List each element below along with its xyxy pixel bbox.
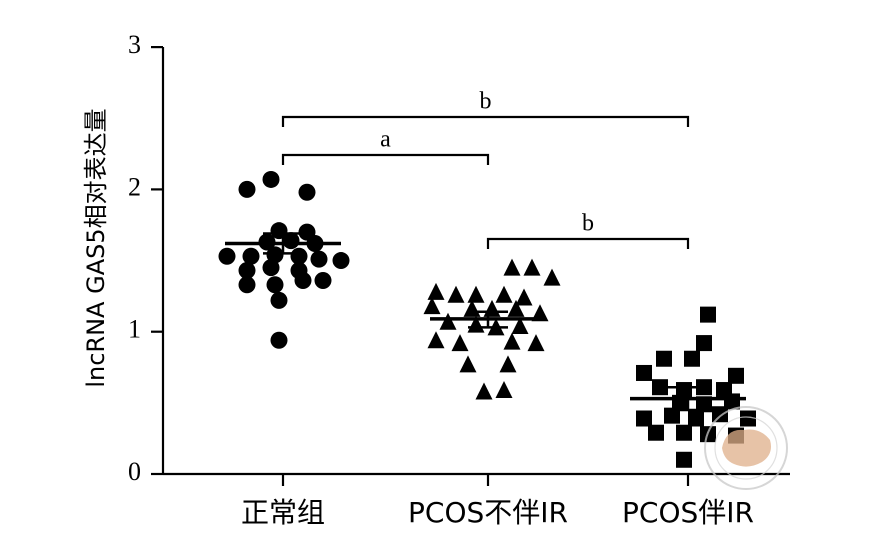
- data-point-triangle: [451, 334, 469, 352]
- data-point-circle: [238, 262, 256, 280]
- data-point-triangle: [495, 285, 513, 303]
- significance-brackets: a b b: [281, 89, 690, 249]
- x-tick-label: PCOS伴IR: [622, 496, 754, 529]
- data-point-circle: [218, 247, 236, 265]
- y-tick-label: 0: [128, 457, 141, 486]
- data-point-triangle: [543, 268, 561, 286]
- data-point-triangle: [503, 332, 521, 350]
- data-point-triangle: [495, 381, 513, 399]
- data-point-square: [676, 451, 692, 468]
- data-point-square: [656, 350, 672, 367]
- significance-bracket: [281, 115, 690, 127]
- data-point-triangle: [439, 312, 457, 330]
- data-point-triangle: [447, 285, 465, 303]
- data-point-triangle: [427, 282, 445, 300]
- data-point-square: [636, 410, 652, 427]
- x-tick-label: 正常组: [241, 496, 325, 529]
- data-point-square: [664, 407, 680, 424]
- data-point-triangle: [467, 285, 485, 303]
- data-point-triangle: [531, 304, 549, 322]
- data-point-triangle: [475, 382, 493, 400]
- data-point-circle: [290, 247, 308, 265]
- data-point-circle: [266, 246, 284, 264]
- data-point-circle: [242, 247, 260, 265]
- data-point-circle: [238, 276, 256, 294]
- data-point-triangle: [499, 355, 517, 373]
- data-point-circle: [262, 259, 280, 277]
- significance-bracket: [486, 237, 690, 249]
- data-point-circle: [270, 291, 288, 309]
- y-ticks: 0 1 2 3: [128, 30, 163, 486]
- data-point-square: [728, 367, 744, 384]
- significance-label: a: [380, 127, 391, 153]
- data-point-triangle: [427, 331, 445, 349]
- data-point-triangle: [423, 297, 441, 315]
- data-point-square: [712, 406, 728, 423]
- data-point-square: [700, 306, 716, 323]
- data-point-square: [676, 424, 692, 441]
- data-point-triangle: [515, 288, 533, 306]
- data-point-square: [740, 410, 756, 427]
- x-tick-label: PCOS不伴IR: [408, 496, 568, 529]
- data-point-square: [688, 410, 704, 427]
- data-point-circle: [314, 271, 332, 289]
- data-point-circle: [332, 252, 350, 270]
- data-point-triangle: [527, 334, 545, 352]
- data-point-square: [652, 379, 668, 396]
- data-point-triangle: [511, 317, 529, 335]
- data-point-circle: [310, 250, 328, 268]
- data-point-square: [648, 424, 664, 441]
- data-point-triangle: [507, 299, 525, 317]
- y-tick-label: 1: [128, 315, 141, 344]
- data-point-triangle: [459, 355, 477, 373]
- data-point-square: [636, 364, 652, 381]
- data-point-circle: [262, 170, 280, 188]
- data-point-circle: [270, 331, 288, 349]
- data-point-circle: [298, 183, 316, 201]
- mean-sem-bars: [225, 232, 746, 412]
- y-axis-label: lncRNA GAS5相对表达量: [82, 108, 110, 387]
- data-point-triangle: [523, 258, 541, 276]
- axes: [161, 47, 790, 476]
- significance-label: b: [582, 211, 594, 237]
- y-tick-label: 3: [128, 30, 141, 59]
- data-point-square: [696, 335, 712, 352]
- watermark-logo: [704, 406, 788, 490]
- data-point-triangle: [503, 258, 521, 276]
- significance-label: b: [480, 89, 492, 115]
- data-point-circle: [294, 271, 312, 289]
- significance-bracket: [281, 153, 490, 165]
- data-points: [218, 170, 756, 468]
- data-point-circle: [238, 180, 256, 198]
- x-ticks: 正常组 PCOS不伴IR PCOS伴IR: [241, 474, 754, 529]
- y-tick-label: 2: [128, 172, 141, 201]
- data-point-circle: [266, 276, 284, 294]
- data-point-square: [684, 350, 700, 367]
